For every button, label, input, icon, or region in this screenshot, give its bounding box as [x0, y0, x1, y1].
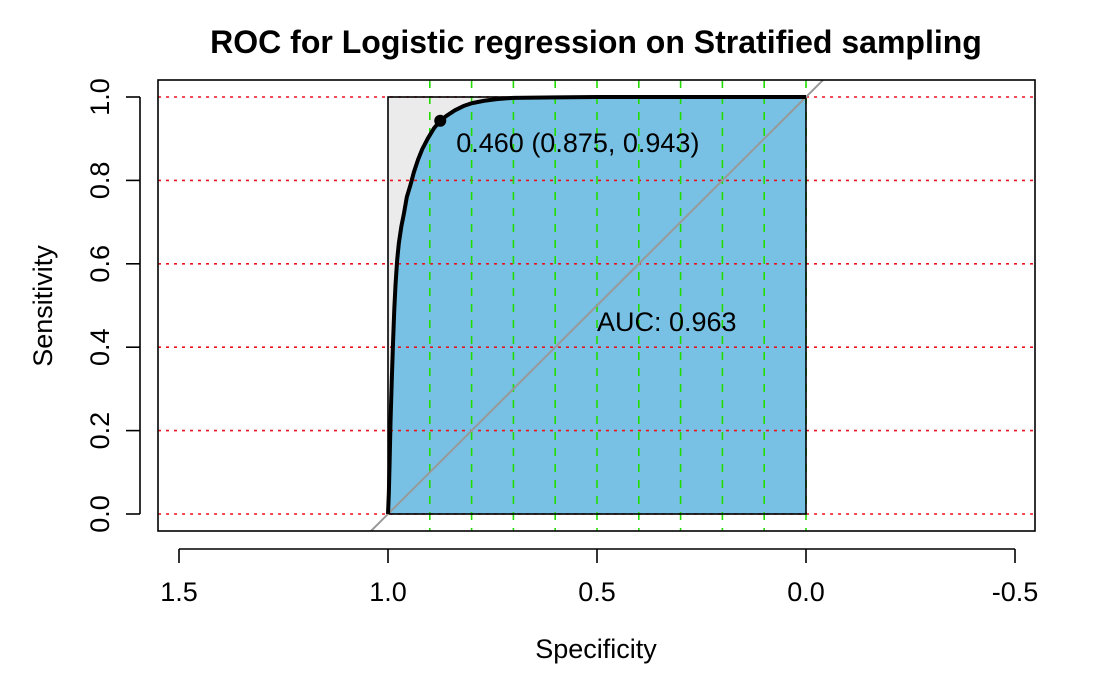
y-tick-label-5: 1.0 — [85, 78, 115, 116]
y-tick-label-1: 0.2 — [85, 412, 115, 450]
x-axis-label: Specificity — [535, 634, 657, 664]
chart-title: ROC for Logistic regression on Stratifie… — [210, 24, 982, 60]
y-axis: 0.0 0.2 0.4 0.6 0.8 1.0 — [85, 78, 141, 533]
threshold-label: 0.460 (0.875, 0.943) — [456, 128, 699, 158]
x-tick-label-2: 0.5 — [578, 577, 616, 607]
x-tick-label-1: 1.0 — [369, 577, 407, 607]
x-tick-label-0: 1.5 — [160, 577, 198, 607]
plot-frame — [157, 79, 1036, 532]
x-tick-label-3: 0.0 — [787, 577, 825, 607]
x-axis: 1.5 1.0 0.5 0.0 -0.5 — [160, 548, 1039, 607]
plot-area: 0.460 (0.875, 0.943) AUC: 0.963 — [158, 80, 1035, 531]
y-axis-label: Sensitivity — [28, 245, 58, 367]
x-tick-label-4: -0.5 — [992, 577, 1039, 607]
auc-label: AUC: 0.963 — [597, 307, 737, 337]
y-tick-label-4: 0.8 — [85, 162, 115, 200]
y-tick-label-2: 0.4 — [85, 328, 115, 366]
y-tick-label-0: 0.0 — [85, 495, 115, 533]
roc-curve — [386, 95, 806, 515]
diagonal-line — [369, 80, 825, 531]
threshold-point — [434, 114, 447, 127]
y-tick-label-3: 0.6 — [85, 245, 115, 283]
